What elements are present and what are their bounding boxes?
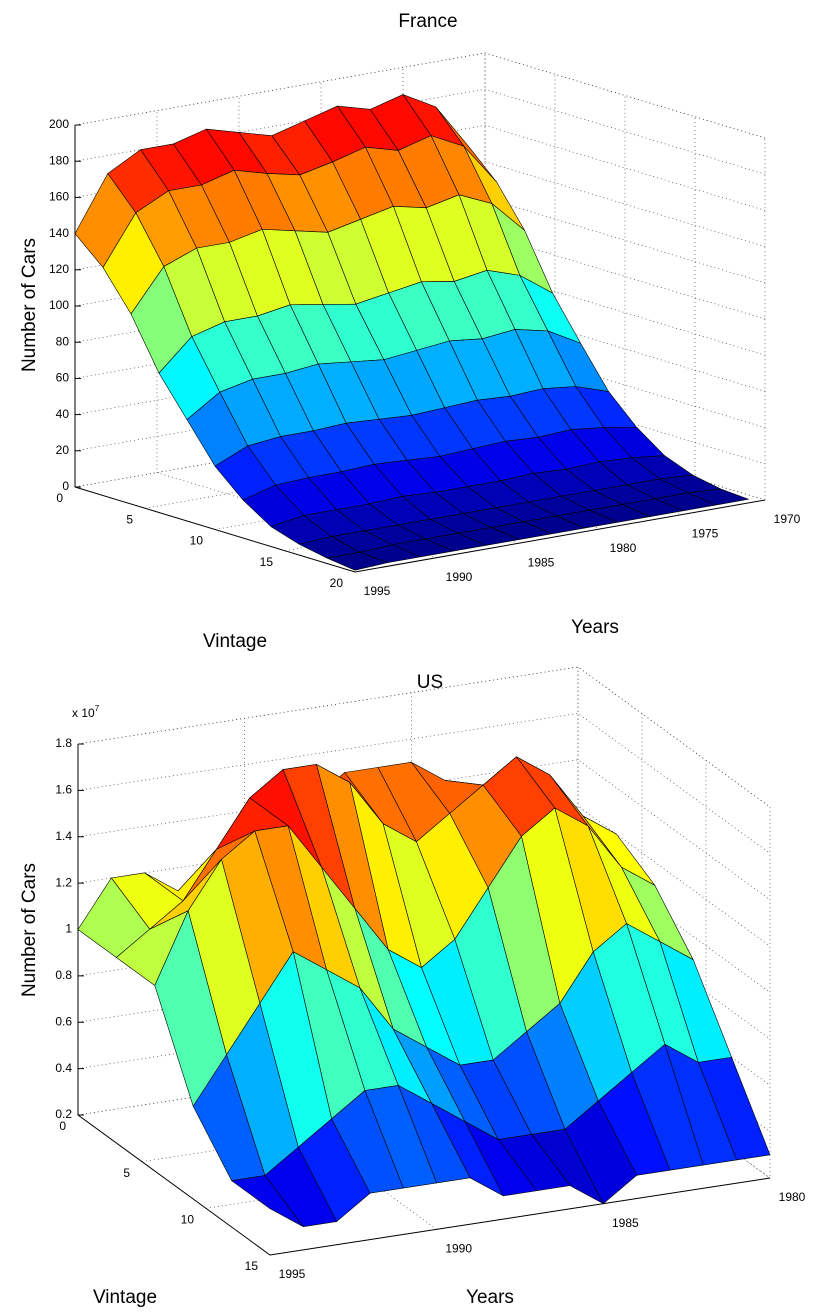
z-tick-label: 0.4 bbox=[55, 1061, 72, 1075]
z-tick-label: 140 bbox=[49, 226, 69, 240]
z-grid-line bbox=[77, 713, 771, 854]
x-grid-line bbox=[156, 110, 438, 558]
x-tick-label: 1980 bbox=[610, 541, 637, 555]
surface-patch bbox=[231, 1175, 304, 1227]
box-edge bbox=[77, 666, 771, 808]
z-tick-label: 60 bbox=[56, 371, 70, 385]
x-tick-label: 1985 bbox=[528, 555, 555, 569]
z-grid-line bbox=[74, 161, 766, 247]
z-multiplier-base: x 10 bbox=[72, 706, 95, 720]
x-tick-label: 1975 bbox=[692, 527, 719, 541]
z-tick-label: 1.4 bbox=[55, 829, 72, 843]
x-tick-label: 1985 bbox=[612, 1216, 639, 1230]
z-multiplier: x 107 bbox=[72, 704, 100, 720]
z-tick-label: 100 bbox=[49, 298, 69, 312]
z-tick-label: 1.6 bbox=[55, 783, 72, 797]
y-tick-label: 10 bbox=[181, 1213, 195, 1227]
z-axis-label: Number of Cars bbox=[19, 863, 40, 997]
z-tick-label: 0 bbox=[62, 479, 69, 493]
z-tick-label: 20 bbox=[56, 443, 70, 457]
surface-patch bbox=[326, 552, 389, 571]
z-tick-label: 180 bbox=[49, 153, 69, 167]
x-grid-line bbox=[577, 667, 771, 1179]
chart-title: US bbox=[417, 672, 443, 693]
x-tick-label: 1980 bbox=[779, 1190, 806, 1204]
x-axis-label: Years bbox=[466, 1287, 514, 1308]
x-tick-label: 1970 bbox=[774, 512, 801, 526]
z-tick-label: 1 bbox=[65, 922, 72, 936]
z-tick-label: 0.2 bbox=[55, 1107, 72, 1121]
x-axis-label: Years bbox=[571, 617, 619, 638]
z-tick-label: 0.8 bbox=[55, 968, 72, 982]
z-tick-label: 200 bbox=[49, 117, 69, 131]
surface-plot: 0.2 0.4 0.6 0.8 1 1.2 1.4 1.6 1.8 1980 1985 1990 199… bbox=[19, 666, 806, 1308]
z-grid-line bbox=[74, 88, 766, 175]
y-tick-label: 0 bbox=[56, 491, 63, 505]
z-grid-line bbox=[74, 125, 766, 211]
x-tick-label: 1995 bbox=[364, 584, 391, 598]
z-tick-label: 160 bbox=[49, 190, 69, 204]
y-tick-label: 5 bbox=[123, 1166, 130, 1180]
y-axis-label: Vintage bbox=[93, 1287, 157, 1308]
z-tick-label: 40 bbox=[56, 407, 70, 421]
x-tick-label: 1990 bbox=[445, 1242, 472, 1256]
z-tick-label: 1.8 bbox=[55, 736, 72, 750]
z-tick-label: 120 bbox=[49, 262, 69, 276]
chart-title: France bbox=[398, 11, 457, 32]
y-tick-label: 20 bbox=[330, 576, 344, 590]
surface-plot: 0204060801001201401601802001970197519801… bbox=[19, 11, 801, 652]
box-edge bbox=[74, 52, 766, 139]
y-tick-label: 15 bbox=[245, 1259, 259, 1273]
z-tick-label: 1.2 bbox=[55, 875, 72, 889]
z-tick-label: 0.6 bbox=[55, 1014, 72, 1028]
x-tick-label: 1995 bbox=[279, 1267, 306, 1281]
x-tick-label: 1990 bbox=[446, 570, 473, 584]
y-tick-label: 15 bbox=[260, 555, 274, 569]
z-axis-label: Number of Cars bbox=[19, 238, 40, 372]
z-multiplier-exponent: 7 bbox=[95, 704, 100, 713]
y-tick-label: 10 bbox=[190, 534, 204, 548]
y-axis-label: Vintage bbox=[203, 631, 267, 652]
axis-line bbox=[74, 125, 766, 573]
z-tick-label: 80 bbox=[56, 334, 70, 348]
y-tick-label: 5 bbox=[126, 512, 133, 526]
y-tick-label: 0 bbox=[59, 1119, 66, 1133]
